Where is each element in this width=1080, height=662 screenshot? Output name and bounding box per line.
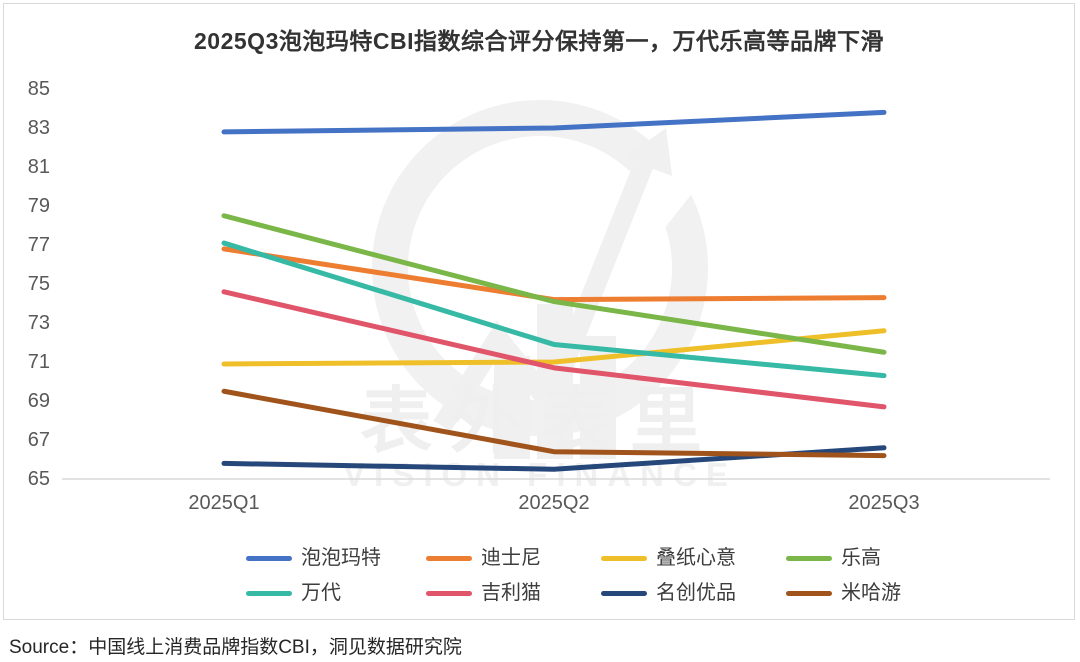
y-axis-tick-label: 81: [27, 156, 50, 178]
legend-item: 叠纸心意: [601, 546, 736, 570]
legend-label: 米哈游: [841, 582, 901, 604]
series-line: [221, 109, 887, 135]
legend-item: 吉利猫: [426, 581, 541, 605]
legend-swatch: [601, 590, 647, 596]
x-axis-label: 2025Q3: [848, 492, 920, 514]
chart-card: 表外表里 VISION FINANCE 2025Q3泡泡玛特CBI指数综合评分保…: [3, 3, 1075, 620]
legend-label: 名创优品: [656, 582, 736, 604]
series-line: [221, 240, 887, 379]
y-axis-tick-label: 77: [27, 234, 50, 256]
y-axis-tick-label: 71: [27, 351, 50, 373]
source-text: Source：中国线上消费品牌指数CBI，洞见数据研究院: [9, 637, 462, 658]
legend-item: 泡泡玛特: [246, 546, 381, 570]
series-line: [221, 388, 887, 459]
legend-label: 乐高: [841, 547, 881, 569]
plot-area: 表外表里 VISION FINANCE: [62, 100, 1050, 493]
legend-swatch: [786, 590, 832, 596]
legend-swatch: [601, 555, 647, 561]
watermark-logo-icon: [372, 100, 728, 459]
y-axis-tick-label: 75: [27, 273, 50, 295]
y-axis-tick-label: 79: [27, 195, 50, 217]
x-axis-label: 2025Q1: [188, 492, 260, 514]
x-axis-label: 2025Q2: [518, 492, 590, 514]
y-axis-tick-label: 65: [27, 468, 50, 490]
series-line: [221, 289, 887, 410]
legend-swatch: [246, 555, 292, 561]
y-axis-tick-label: 73: [27, 312, 50, 334]
series-line: [221, 213, 887, 355]
legend-item: 乐高: [786, 546, 881, 570]
legend-label: 吉利猫: [481, 582, 541, 604]
series-line: [221, 328, 887, 367]
legend-item: 迪士尼: [426, 546, 541, 570]
legend-label: 万代: [301, 582, 341, 604]
legend-swatch: [426, 555, 472, 561]
y-axis-tick-label: 85: [27, 78, 50, 100]
y-axis-tick-label: 67: [27, 429, 50, 451]
legend-swatch: [786, 555, 832, 561]
legend-label: 迪士尼: [481, 547, 541, 569]
legend-swatch: [246, 590, 292, 596]
legend-item: 名创优品: [601, 581, 736, 605]
y-axis-tick-label: 83: [27, 117, 50, 139]
y-axis-tick-label: 69: [27, 390, 50, 412]
legend-swatch: [426, 590, 472, 596]
series-lines: [221, 109, 887, 472]
legend-item: 米哈游: [786, 581, 901, 605]
legend-label: 叠纸心意: [656, 547, 736, 569]
legend-label: 泡泡玛特: [301, 547, 381, 569]
chart-title: 2025Q3泡泡玛特CBI指数综合评分保持第一，万代乐高等品牌下滑: [194, 28, 884, 54]
legend-item: 万代: [246, 581, 341, 605]
